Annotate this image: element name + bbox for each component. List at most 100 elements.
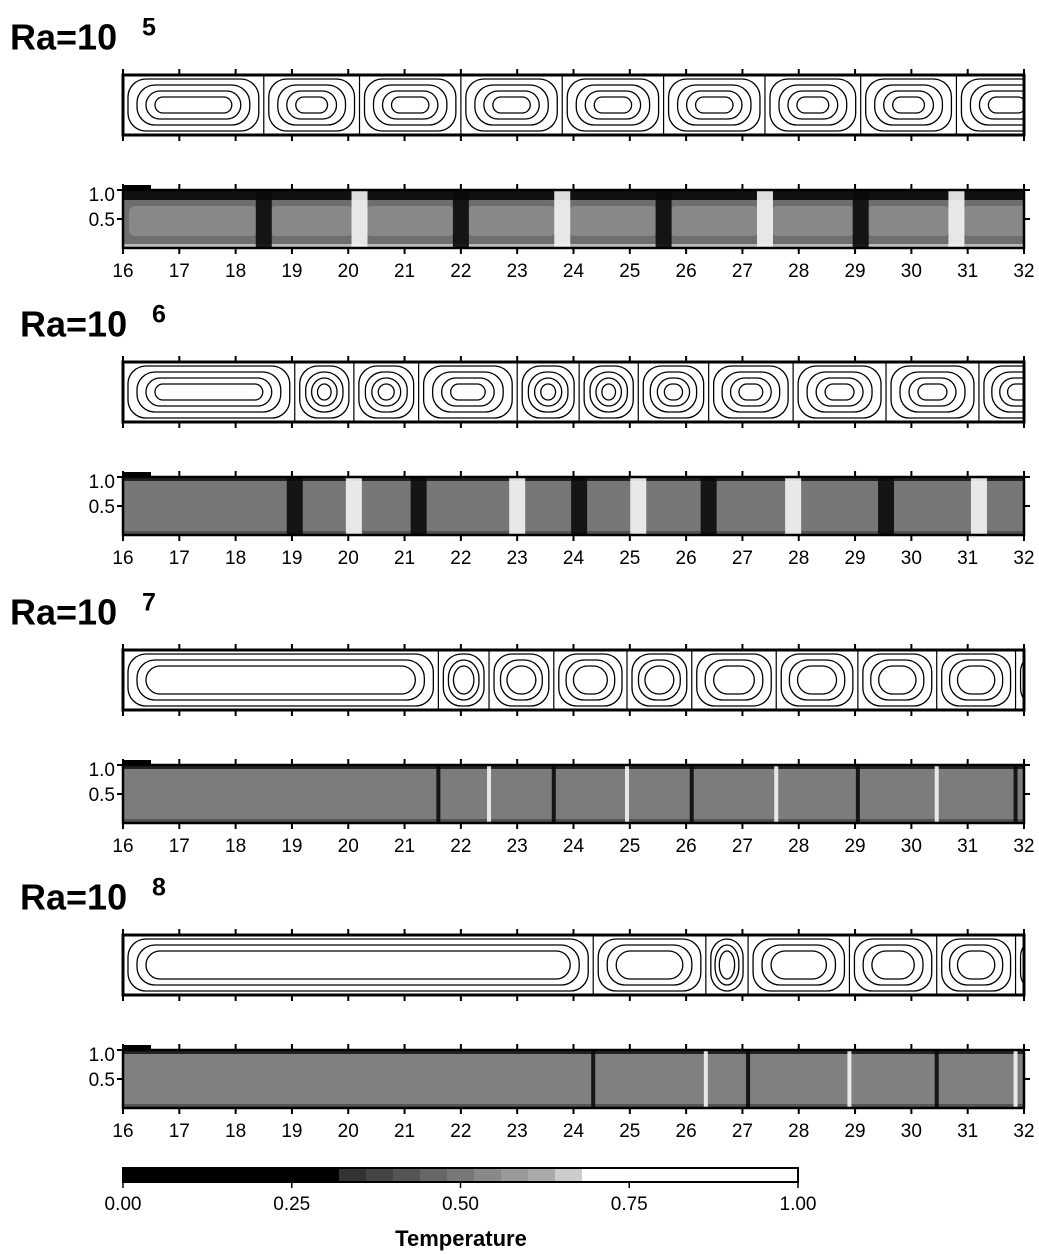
top-layer bbox=[123, 190, 1024, 200]
streamline bbox=[871, 950, 915, 980]
x-tick-label: 16 bbox=[112, 548, 133, 569]
panel-title: Ra=10 bbox=[20, 304, 127, 345]
plume bbox=[934, 765, 939, 823]
streamline bbox=[127, 365, 291, 419]
streamline bbox=[865, 78, 953, 132]
x-tick-label: 18 bbox=[225, 836, 246, 857]
streamline bbox=[877, 665, 917, 695]
bottom-layer bbox=[123, 819, 1024, 823]
streamline bbox=[154, 96, 233, 114]
x-tick-label: 32 bbox=[1013, 261, 1034, 282]
cell-core bbox=[129, 206, 258, 236]
streamline bbox=[1006, 383, 1024, 401]
colorbar-tick-label: 0.25 bbox=[273, 1194, 310, 1215]
streamline bbox=[948, 659, 1004, 701]
plume bbox=[703, 1050, 708, 1108]
colorbar-step bbox=[474, 1168, 501, 1182]
streamline bbox=[442, 653, 485, 707]
streamline bbox=[377, 383, 395, 401]
x-tick-label: 22 bbox=[450, 261, 471, 282]
plume bbox=[436, 765, 441, 823]
streamline bbox=[606, 944, 693, 986]
plume bbox=[410, 477, 427, 535]
x-tick-label: 22 bbox=[450, 548, 471, 569]
streamline bbox=[862, 653, 933, 707]
streamline bbox=[999, 377, 1024, 407]
streamline bbox=[310, 377, 338, 407]
x-tick-label: 31 bbox=[957, 1121, 978, 1142]
x-tick-label: 16 bbox=[112, 1121, 133, 1142]
streamline bbox=[575, 84, 651, 126]
streamline bbox=[615, 950, 684, 980]
cell-core bbox=[568, 206, 658, 236]
streamline bbox=[358, 365, 415, 419]
plume bbox=[852, 190, 869, 248]
streamline bbox=[899, 371, 966, 413]
streamline bbox=[372, 84, 448, 126]
streamline bbox=[145, 950, 571, 980]
streamline bbox=[1019, 944, 1024, 986]
streamline bbox=[493, 653, 550, 707]
x-tick-label: 19 bbox=[281, 1121, 302, 1142]
streamline bbox=[1029, 666, 1039, 694]
streamline bbox=[305, 371, 344, 413]
streamlines bbox=[127, 362, 1024, 422]
plume bbox=[551, 765, 556, 823]
streamline bbox=[154, 383, 264, 401]
streamline bbox=[583, 365, 634, 419]
plume bbox=[878, 477, 895, 535]
plume bbox=[934, 1050, 939, 1108]
plume bbox=[509, 477, 526, 535]
streamline bbox=[788, 659, 846, 701]
streamline bbox=[136, 659, 426, 701]
streamlines bbox=[127, 650, 1039, 710]
x-tick-label: 20 bbox=[338, 261, 359, 282]
x-tick-label: 29 bbox=[844, 1121, 865, 1142]
colorbar-tick-label: 0.50 bbox=[442, 1194, 479, 1215]
streamline bbox=[145, 665, 417, 695]
x-tick-label: 23 bbox=[507, 1121, 528, 1142]
x-tick-label: 20 bbox=[338, 548, 359, 569]
scale-marker bbox=[123, 472, 151, 477]
plume bbox=[345, 477, 362, 535]
streamline bbox=[572, 665, 609, 695]
streamline bbox=[978, 90, 1024, 120]
streamline bbox=[710, 938, 744, 992]
streamline bbox=[381, 90, 439, 120]
streamline bbox=[644, 665, 675, 695]
streamline bbox=[642, 365, 705, 419]
x-tick-label: 28 bbox=[788, 836, 809, 857]
x-tick-label: 31 bbox=[957, 836, 978, 857]
x-tick-label: 20 bbox=[338, 836, 359, 857]
x-tick-label: 25 bbox=[619, 261, 640, 282]
streamline bbox=[136, 944, 580, 986]
streamlines bbox=[127, 75, 1024, 135]
plume bbox=[591, 1050, 596, 1108]
plume bbox=[855, 765, 860, 823]
x-tick-label: 32 bbox=[1013, 836, 1034, 857]
streamline bbox=[714, 944, 740, 986]
streamline bbox=[667, 78, 761, 132]
colorbar-step bbox=[582, 1168, 798, 1182]
title-exponent: 6 bbox=[152, 301, 166, 329]
streamline bbox=[956, 950, 996, 980]
x-tick-label: 17 bbox=[169, 1121, 190, 1142]
streamline bbox=[806, 371, 873, 413]
y-tick-label: 0.5 bbox=[89, 210, 115, 231]
plume bbox=[487, 765, 492, 823]
x-tick-label: 18 bbox=[225, 261, 246, 282]
cell-core bbox=[770, 206, 855, 236]
cell-core bbox=[962, 206, 1024, 236]
cell-core bbox=[365, 206, 455, 236]
streamline bbox=[593, 96, 633, 114]
streamline bbox=[440, 377, 495, 407]
streamline bbox=[295, 96, 329, 114]
x-tick-label: 26 bbox=[676, 836, 697, 857]
y-tick-label: 1.0 bbox=[89, 760, 115, 781]
plume bbox=[655, 190, 672, 248]
streamline bbox=[694, 96, 734, 114]
x-tick-label: 25 bbox=[619, 548, 640, 569]
streamline bbox=[527, 371, 569, 413]
cell-core bbox=[466, 206, 557, 236]
x-tick-label: 17 bbox=[169, 836, 190, 857]
